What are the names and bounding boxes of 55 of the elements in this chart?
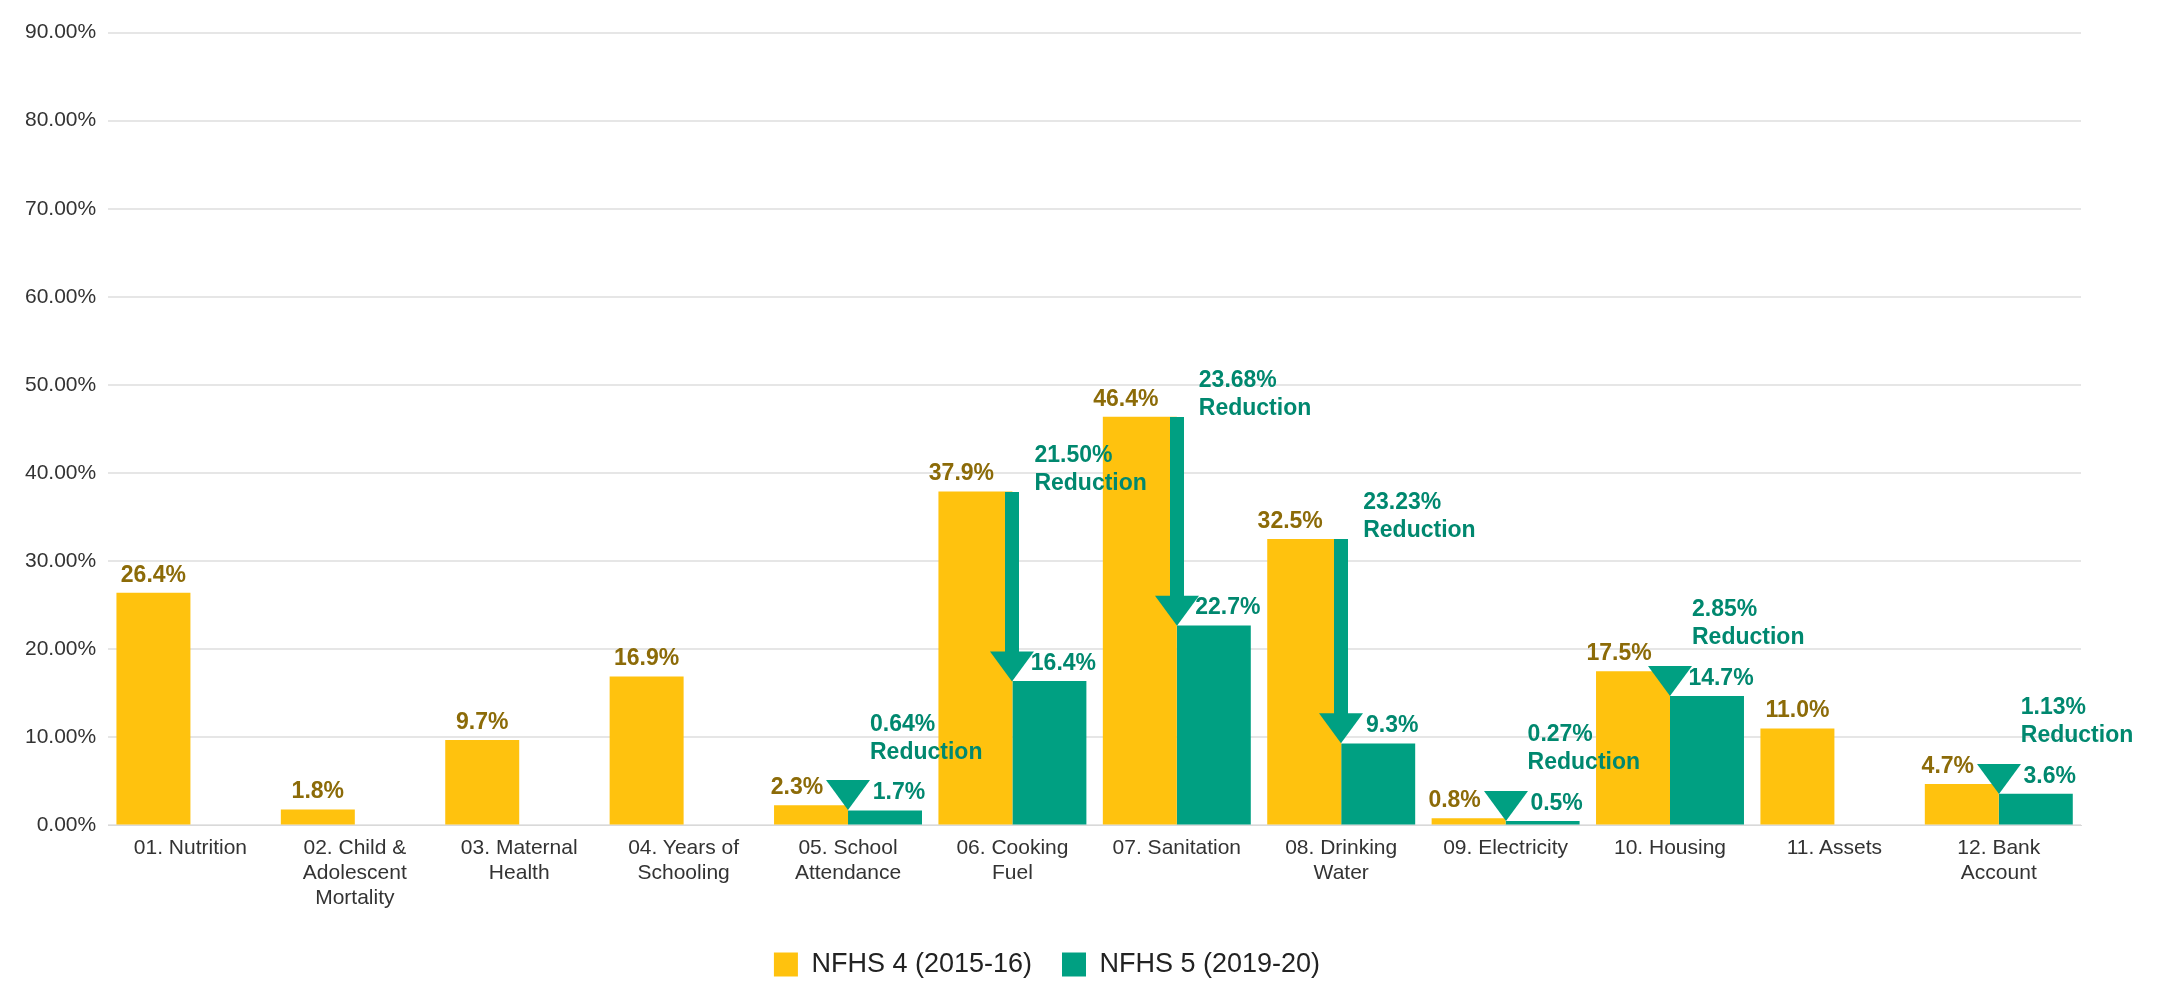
legend-label: NFHS 4 (2015-16) [811,947,1033,978]
bar [609,676,684,825]
data-label: 9.7% [456,707,509,734]
data-label: 22.7% [1195,593,1261,620]
data-label: 9.3% [1365,711,1419,738]
y-tick-label: 60.00% [24,283,97,307]
bar [445,739,520,825]
x-tick-label: 12. Bank Account [1957,834,2041,883]
data-label: 26.4% [120,560,187,587]
x-tick-label: 03. Maternal Health [460,834,578,883]
bar [280,809,355,825]
data-label: 1.7% [872,778,926,805]
bar [774,805,849,825]
data-label: 4.7% [1921,751,1975,778]
y-tick-label: 20.00% [24,636,97,660]
x-tick-label: 06. Cooking Fuel [956,834,1069,883]
y-tick-label: 40.00% [24,459,97,483]
x-tick-label: 05. School Attendance [794,834,902,883]
bar [1760,728,1835,825]
y-tick-label: 70.00% [24,195,97,219]
data-label: 0.5% [1530,788,1583,815]
data-label: 1.8% [291,777,345,804]
legend-label: NFHS 5 (2019-20) [1099,947,1321,978]
data-label: 16.9% [614,644,680,671]
x-tick-label: 10. Housing [1613,834,1727,858]
bar [1924,784,1999,825]
data-label: 37.9% [928,459,995,486]
x-tick-label: 07. Sanitation [1112,834,1242,858]
data-label: 46.4% [1093,384,1159,411]
data-label: 14.7% [1688,663,1754,690]
annotation: 23.68% Reduction [1198,366,1312,421]
annotation: 23.23% Reduction [1363,488,1476,543]
x-tick-label: 09. Electricity [1443,834,1569,858]
data-label: 0.8% [1428,786,1481,813]
data-label: 11.0% [1765,696,1830,723]
y-tick-label: 90.00% [24,19,97,43]
x-tick-label: 01. Nutrition [133,834,248,858]
y-tick-label: 10.00% [24,724,97,748]
data-label: 16.4% [1030,648,1097,675]
x-tick-label: 11. Assets [1786,834,1883,858]
y-tick-label: 80.00% [24,107,97,131]
x-tick-label: 02. Child & Adolescent Mortality [302,834,407,909]
data-label: 32.5% [1257,506,1323,533]
x-tick-label: 04. Years of Schooling [628,834,740,883]
y-tick-label: 30.00% [24,547,97,571]
bar [116,592,191,825]
annotation: 2.85% Reduction [1692,595,1805,650]
y-tick-label: 0.00% [36,812,97,836]
data-label: 3.6% [2023,761,2077,788]
data-label: 2.3% [770,772,824,799]
x-tick-label: 08. Drinking Water [1285,834,1398,883]
y-tick-label: 50.00% [24,371,97,395]
bar [1431,818,1506,825]
annotation: 1.13% Reduction [2020,693,2134,748]
data-label: 17.5% [1586,639,1652,666]
